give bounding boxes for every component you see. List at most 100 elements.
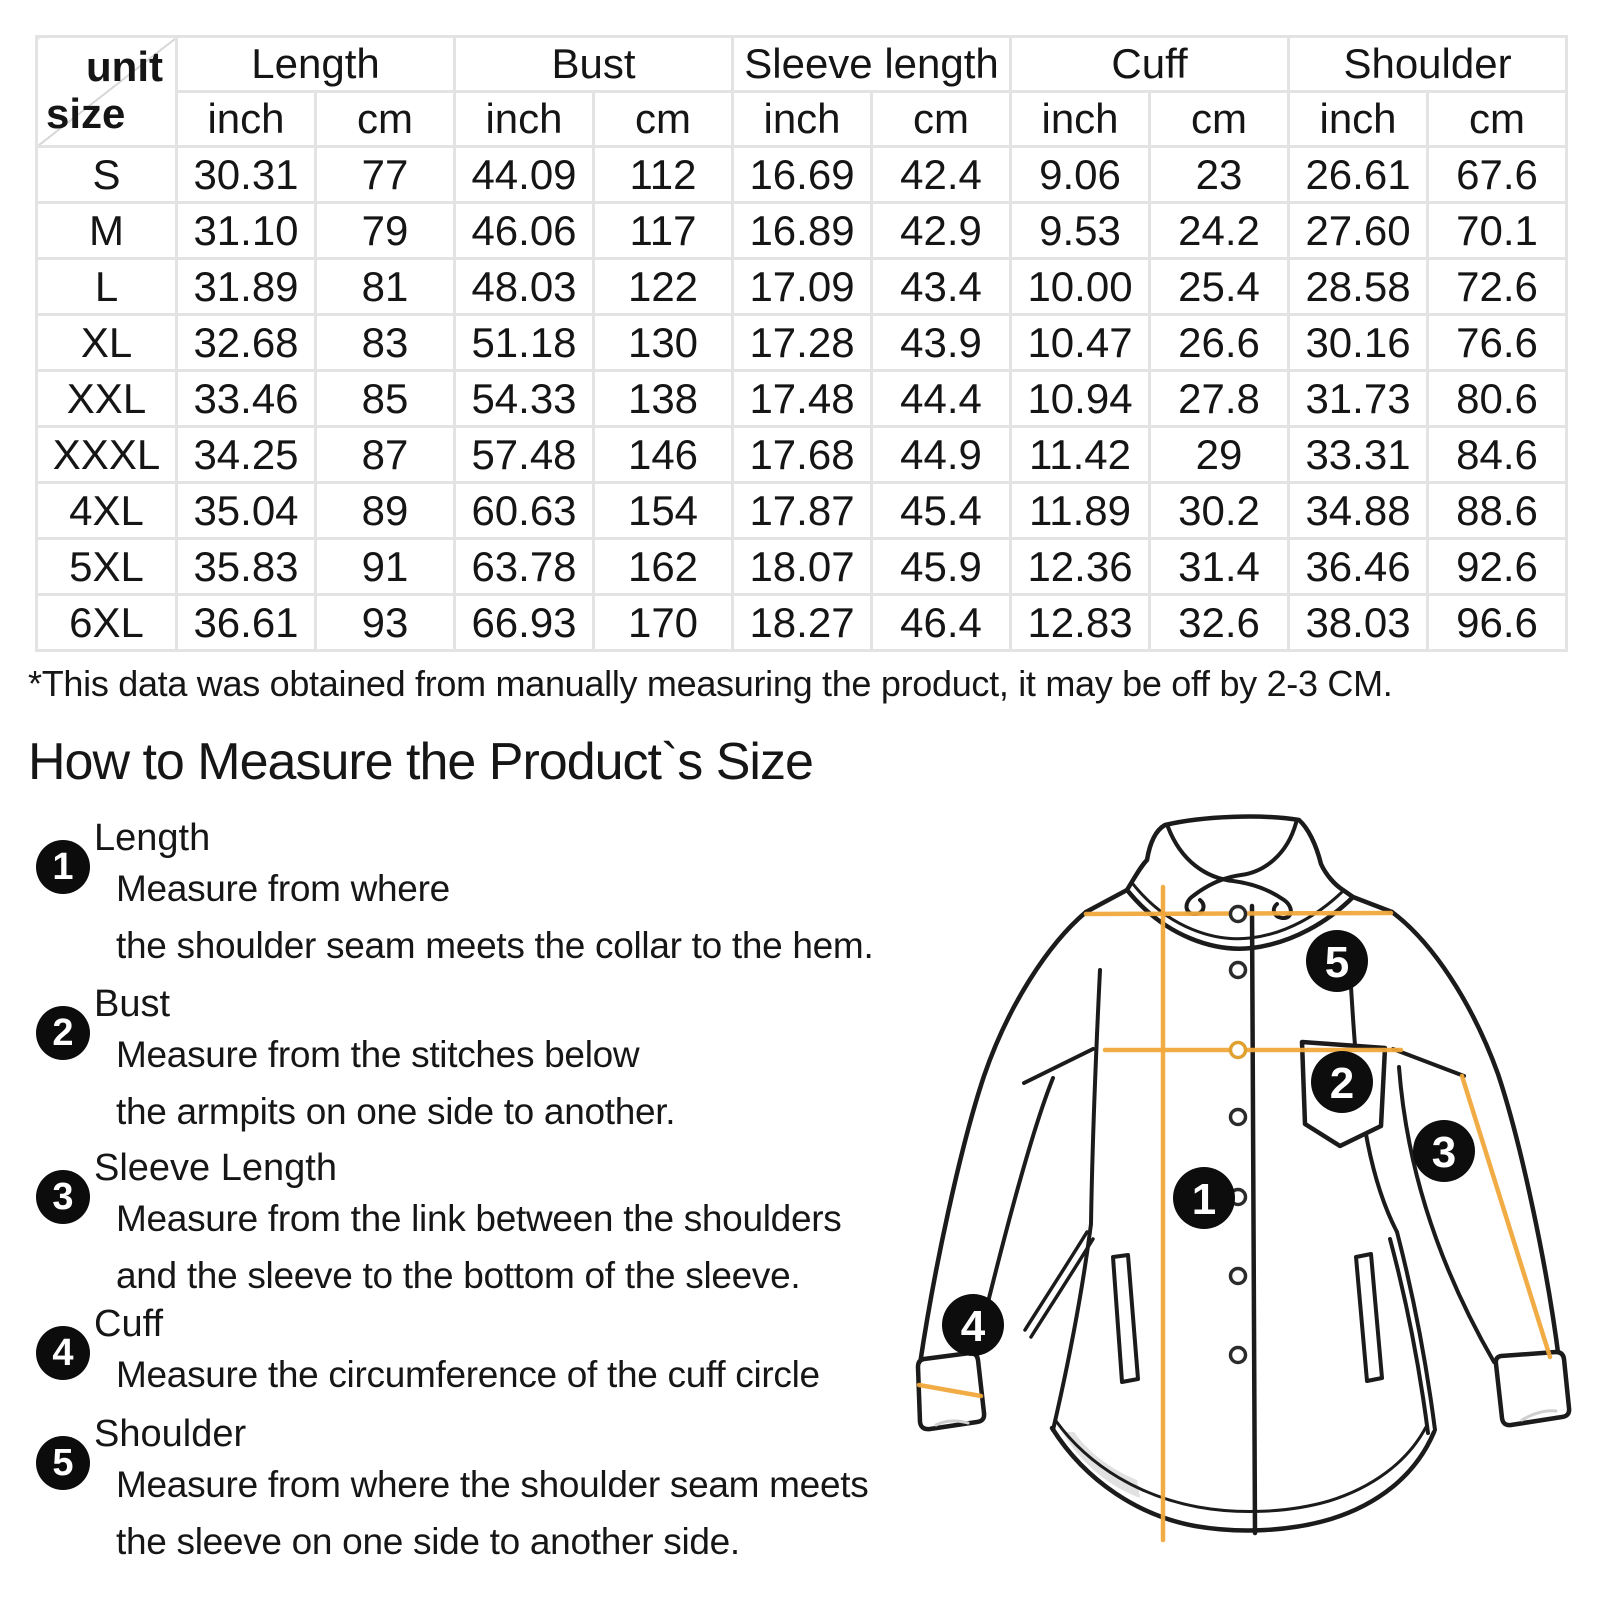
table-row: XXL 33.46 85 54.33 138 17.48 44.4 10.94 27.8 31.7… bbox=[35, 369, 1569, 428]
placket-buttons bbox=[1228, 904, 1248, 1365]
unit-header: inch bbox=[453, 90, 595, 148]
table-cell: 31.10 bbox=[175, 201, 317, 260]
table-cell: 34.25 bbox=[175, 425, 317, 484]
size-label: 5XL bbox=[35, 537, 178, 596]
table-cell: 96.6 bbox=[1426, 593, 1569, 652]
table-cell: 17.68 bbox=[731, 425, 874, 484]
table-cell: 83 bbox=[314, 313, 456, 372]
table-cell: 91 bbox=[314, 537, 456, 596]
marker-1-length: 1 bbox=[1173, 1167, 1235, 1229]
table-cell: 32.6 bbox=[1148, 593, 1291, 652]
right-cuff-rib bbox=[1520, 1409, 1558, 1422]
left-shoulder-seam bbox=[1083, 887, 1130, 915]
table-cell: 26.6 bbox=[1148, 313, 1291, 372]
unit-header: cm bbox=[591, 90, 735, 148]
svg-text:2: 2 bbox=[1330, 1059, 1354, 1108]
unit-header: inch bbox=[731, 90, 874, 148]
measure-step-cuff: 4 Cuff Measure the circumference of the cu… bbox=[30, 1302, 880, 1403]
table-row: L 31.89 81 48.03 122 17.09 43.4 10.00 25.4 28.58 7… bbox=[35, 257, 1569, 316]
table-cell: 17.28 bbox=[731, 313, 874, 372]
jacket-outline bbox=[915, 814, 1572, 1536]
table-cell: 38.03 bbox=[1287, 593, 1430, 652]
table-cell: 93 bbox=[314, 593, 456, 652]
step-description: Measure from where the shoulder seam meet… bbox=[116, 860, 880, 974]
corner-size-label: size bbox=[46, 90, 126, 137]
table-cell: 66.93 bbox=[453, 593, 595, 652]
corner-unit-label: unit bbox=[86, 43, 163, 90]
measure-step-shoulder: 5 Shoulder Measure from where the shoulder… bbox=[30, 1412, 880, 1570]
table-row: XL 32.68 83 51.18 130 17.28 43.9 10.47 26.6 30.16… bbox=[35, 313, 1569, 372]
table-cell: 79 bbox=[314, 201, 456, 260]
step-description-line: the sleeve on one side to another side. bbox=[116, 1521, 740, 1562]
table-cell: 43.4 bbox=[870, 257, 1013, 316]
hood-outline bbox=[1124, 814, 1356, 900]
measure-step-sleeve-length: 3 Sleeve Length Measure from the link betw… bbox=[30, 1146, 880, 1304]
table-cell: 44.4 bbox=[870, 369, 1013, 428]
table-cell: 36.61 bbox=[175, 593, 317, 652]
step-title: Cuff bbox=[94, 1303, 164, 1345]
step-description: Measure the circumference of the cuff ci… bbox=[116, 1346, 880, 1403]
table-cell: 45.9 bbox=[870, 537, 1013, 596]
button-icon bbox=[1228, 1040, 1248, 1060]
left-side-slit bbox=[1023, 1230, 1095, 1339]
table-cell: 154 bbox=[591, 481, 735, 540]
step-description: Measure from the stitches below the armpi… bbox=[116, 1026, 880, 1140]
table-cell: 43.9 bbox=[870, 313, 1013, 372]
group-header: Shoulder bbox=[1287, 35, 1569, 93]
table-cell: 81 bbox=[314, 257, 456, 316]
table-cell: 33.31 bbox=[1287, 425, 1430, 484]
button-icon bbox=[1228, 904, 1248, 924]
unit-header: inch bbox=[175, 90, 317, 148]
step-description-line: Measure from the stitches below bbox=[116, 1034, 640, 1075]
marker-3-sleeve: 3 bbox=[1413, 1120, 1475, 1182]
step-title: Length bbox=[94, 817, 211, 859]
step-description: Measure from the link between the should… bbox=[116, 1190, 880, 1304]
size-chart-table: unit size Length Bust Sleeve length Cuff Sho… bbox=[35, 35, 1569, 652]
step-number-badge: 4 bbox=[36, 1326, 90, 1380]
table-cell: 92.6 bbox=[1426, 537, 1569, 596]
table-row: M 31.10 79 46.06 117 16.89 42.9 9.53 24.2 27.60 70… bbox=[35, 201, 1569, 260]
table-cell: 80.6 bbox=[1426, 369, 1569, 428]
size-label: XXL bbox=[35, 369, 178, 428]
table-cell: 70.1 bbox=[1426, 201, 1569, 260]
measure-step-length: 1 Length Measure from where the shoulder se… bbox=[30, 816, 880, 974]
table-cell: 60.63 bbox=[453, 481, 595, 540]
group-header: Sleeve length bbox=[731, 35, 1013, 93]
table-cell: 17.48 bbox=[731, 369, 874, 428]
table-cell: 10.94 bbox=[1009, 369, 1152, 428]
sleeve-measure-line bbox=[1459, 1073, 1553, 1360]
table-cell: 9.53 bbox=[1009, 201, 1152, 260]
left-underarm-seam bbox=[1022, 1047, 1095, 1085]
hood-left-drape bbox=[1166, 825, 1293, 920]
marker-4-cuff: 4 bbox=[942, 1294, 1004, 1356]
left-sleeve-outer bbox=[917, 909, 1089, 1367]
group-header: Length bbox=[175, 35, 456, 93]
left-welt-pocket bbox=[1111, 1253, 1140, 1384]
table-cell: 11.89 bbox=[1009, 481, 1152, 540]
step-description-line: Measure from the link between the should… bbox=[116, 1198, 842, 1239]
table-cell: 25.4 bbox=[1148, 257, 1291, 316]
left-cuff-rib bbox=[934, 1419, 970, 1427]
hem-inner-edge bbox=[1054, 1419, 1428, 1513]
table-cell: 17.87 bbox=[731, 481, 874, 540]
table-cell: 67.6 bbox=[1426, 145, 1569, 204]
table-cell: 44.09 bbox=[453, 145, 595, 204]
table-cell: 28.58 bbox=[1287, 257, 1430, 316]
table-cell: 26.61 bbox=[1287, 145, 1430, 204]
step-title: Shoulder bbox=[94, 1413, 247, 1455]
step-description-line: Measure the circumference of the cuff ci… bbox=[116, 1354, 820, 1395]
hood-right-drape bbox=[1184, 821, 1298, 916]
step-description-line: Measure from where the shoulder seam mee… bbox=[116, 1464, 869, 1505]
table-cell: 84.6 bbox=[1426, 425, 1569, 484]
diagram-markers: 1 2 3 4 5 bbox=[942, 930, 1475, 1356]
svg-text:1: 1 bbox=[1192, 1175, 1216, 1224]
right-sleeve-outer bbox=[1389, 909, 1562, 1363]
button-icon bbox=[1228, 1266, 1248, 1286]
step-description-line: and the sleeve to the bottom of the slee… bbox=[116, 1255, 801, 1296]
table-cell: 30.2 bbox=[1148, 481, 1291, 540]
table-cell: 12.36 bbox=[1009, 537, 1152, 596]
step-number-badge: 1 bbox=[36, 840, 90, 894]
table-cell: 10.00 bbox=[1009, 257, 1152, 316]
table-cell: 42.4 bbox=[870, 145, 1013, 204]
table-cell: 34.88 bbox=[1287, 481, 1430, 540]
